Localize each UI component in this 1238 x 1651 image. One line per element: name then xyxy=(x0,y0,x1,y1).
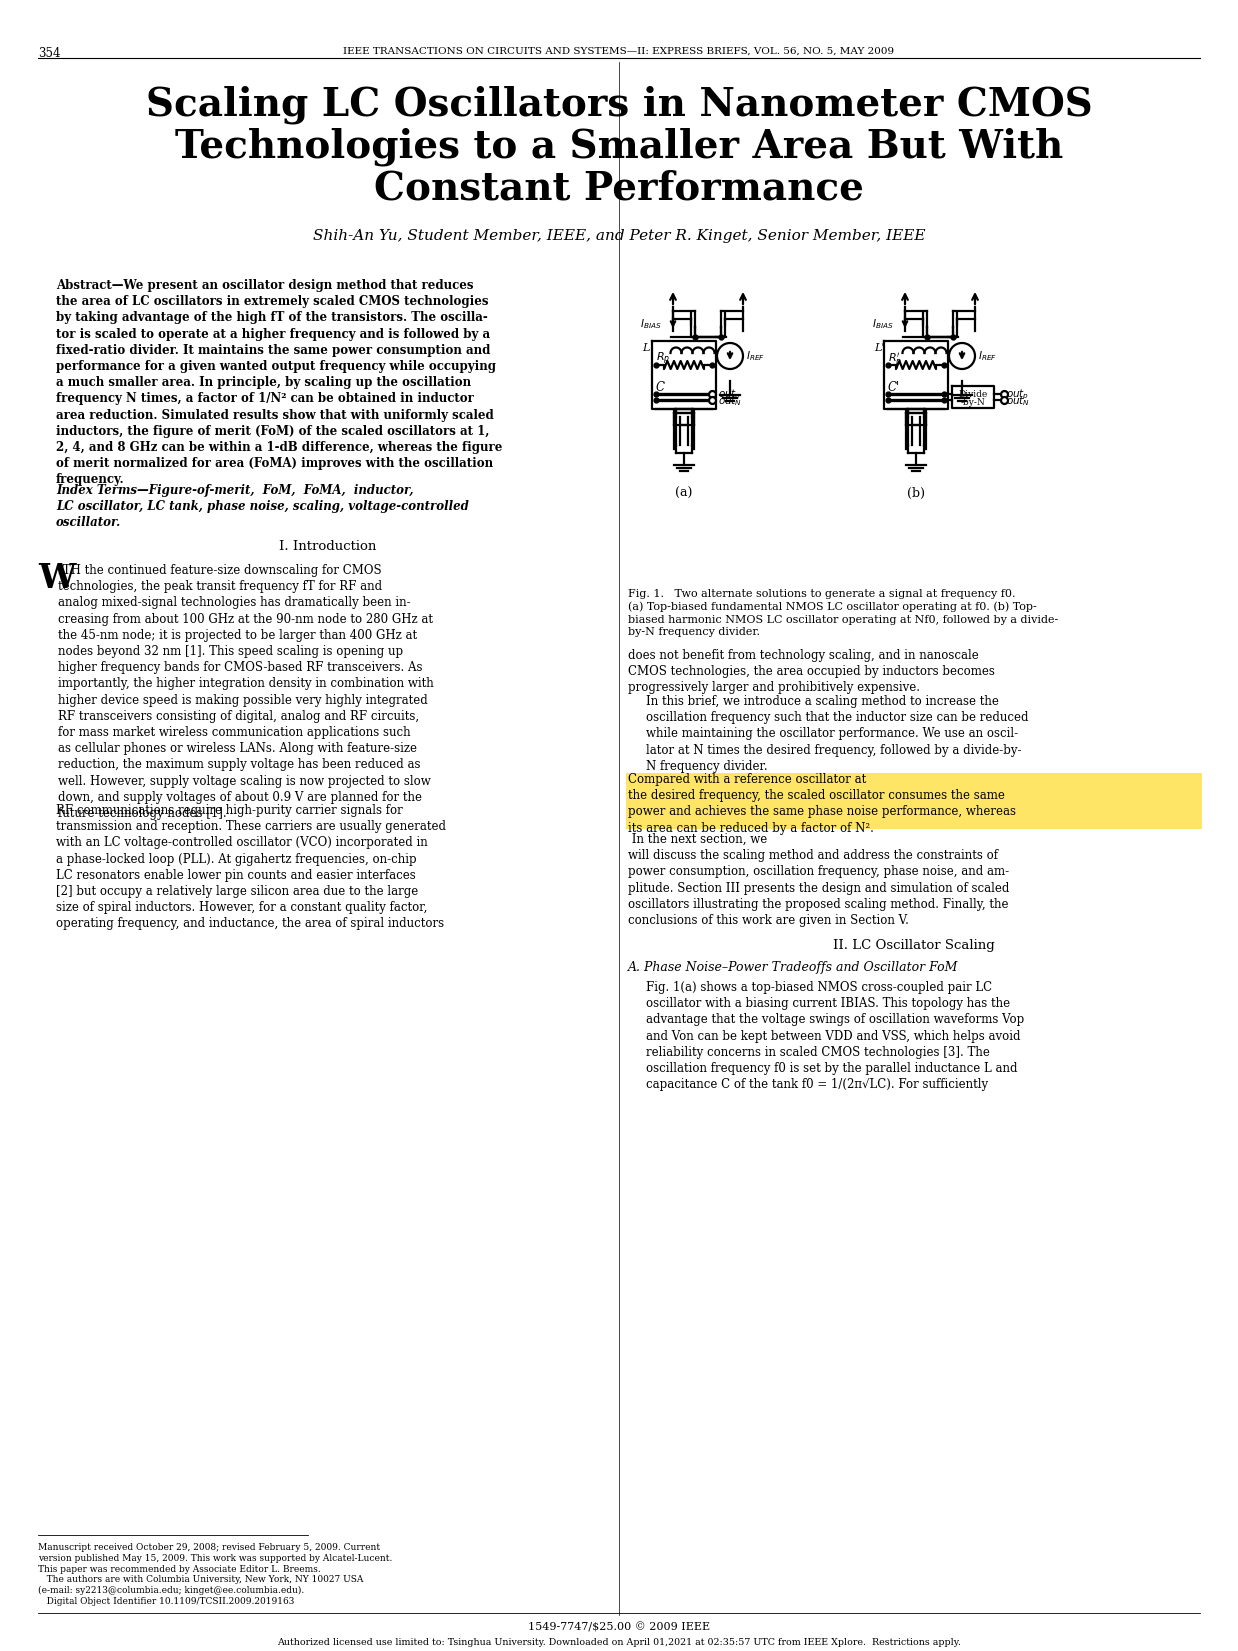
Text: In the next section, we
will discuss the scaling method and address the constrai: In the next section, we will discuss the… xyxy=(628,834,1009,926)
Text: Constant Performance: Constant Performance xyxy=(374,168,864,206)
Text: $out_N$: $out_N$ xyxy=(718,395,743,408)
Text: RF communications require high-purity carrier signals for
transmission and recep: RF communications require high-purity ca… xyxy=(56,804,446,931)
Text: 1549-7747/$25.00 © 2009 IEEE: 1549-7747/$25.00 © 2009 IEEE xyxy=(527,1621,711,1633)
Text: (b): (b) xyxy=(907,487,925,500)
Text: Abstract—We present an oscillator design method that reduces
the area of LC osci: Abstract—We present an oscillator design… xyxy=(56,279,503,487)
Text: $out_p$: $out_p$ xyxy=(718,388,742,403)
Text: (a): (a) xyxy=(675,487,693,500)
Text: $I_{BIAS}$: $I_{BIAS}$ xyxy=(640,317,661,330)
Text: 354: 354 xyxy=(38,46,61,59)
Text: does not benefit from technology scaling, and in nanoscale
CMOS technologies, th: does not benefit from technology scaling… xyxy=(628,649,995,695)
Text: Fig. 1.   Two alternate solutions to generate a signal at frequency f0.
(a) Top-: Fig. 1. Two alternate solutions to gener… xyxy=(628,589,1058,637)
Text: A. Phase Noise–Power Tradeoffs and Oscillator FoM: A. Phase Noise–Power Tradeoffs and Oscil… xyxy=(628,961,958,974)
Text: IEEE TRANSACTIONS ON CIRCUITS AND SYSTEMS—II: EXPRESS BRIEFS, VOL. 56, NO. 5, MA: IEEE TRANSACTIONS ON CIRCUITS AND SYSTEM… xyxy=(343,46,895,56)
Text: II. LC Oscillator Scaling: II. LC Oscillator Scaling xyxy=(833,939,995,953)
Text: I. Introduction: I. Introduction xyxy=(280,540,376,553)
Text: Authorized licensed use limited to: Tsinghua University. Downloaded on April 01,: Authorized licensed use limited to: Tsin… xyxy=(277,1638,961,1648)
Text: $out_N$: $out_N$ xyxy=(1006,395,1030,408)
Text: L': L' xyxy=(874,343,884,353)
Text: W: W xyxy=(38,561,76,594)
Text: C': C' xyxy=(888,381,900,395)
Text: $out_p$: $out_p$ xyxy=(1006,388,1029,403)
Text: Scaling LC Oscillators in Nanometer CMOS: Scaling LC Oscillators in Nanometer CMOS xyxy=(146,84,1092,124)
Text: Compared with a reference oscillator at
the desired frequency, the scaled oscill: Compared with a reference oscillator at … xyxy=(628,773,1016,835)
Text: In this brief, we introduce a scaling method to increase the
oscillation frequen: In this brief, we introduce a scaling me… xyxy=(646,695,1029,773)
Text: $R_p$: $R_p$ xyxy=(656,352,670,368)
Text: L: L xyxy=(643,343,650,353)
Text: Index Terms—Figure-of-merit,  FoM,  FoMA,  inductor,
LC oscillator, LC tank, pha: Index Terms—Figure-of-merit, FoM, FoMA, … xyxy=(56,484,469,530)
Text: Shih-An Yu, Student Member, IEEE, and Peter R. Kinget, Senior Member, IEEE: Shih-An Yu, Student Member, IEEE, and Pe… xyxy=(313,229,925,243)
Text: $I_{BIAS}$: $I_{BIAS}$ xyxy=(872,317,894,330)
Text: Technologies to a Smaller Area But With: Technologies to a Smaller Area But With xyxy=(175,127,1063,165)
Text: Fig. 1(a) shows a top-biased NMOS cross-coupled pair LC
oscillator with a biasin: Fig. 1(a) shows a top-biased NMOS cross-… xyxy=(646,981,1024,1091)
Bar xyxy=(626,773,1202,829)
Text: $I_{REF}$: $I_{REF}$ xyxy=(747,348,765,363)
Text: -by-N: -by-N xyxy=(961,398,985,408)
Text: $R_p'$: $R_p'$ xyxy=(888,352,903,370)
Text: Divide: Divide xyxy=(958,390,988,400)
Text: Manuscript received October 29, 2008; revised February 5, 2009. Current
version : Manuscript received October 29, 2008; re… xyxy=(38,1544,392,1606)
Text: ITH the continued feature-size downscaling for CMOS
technologies, the peak trans: ITH the continued feature-size downscali… xyxy=(58,565,433,821)
Text: C: C xyxy=(656,381,665,395)
Text: $I_{REF}$: $I_{REF}$ xyxy=(978,348,997,363)
